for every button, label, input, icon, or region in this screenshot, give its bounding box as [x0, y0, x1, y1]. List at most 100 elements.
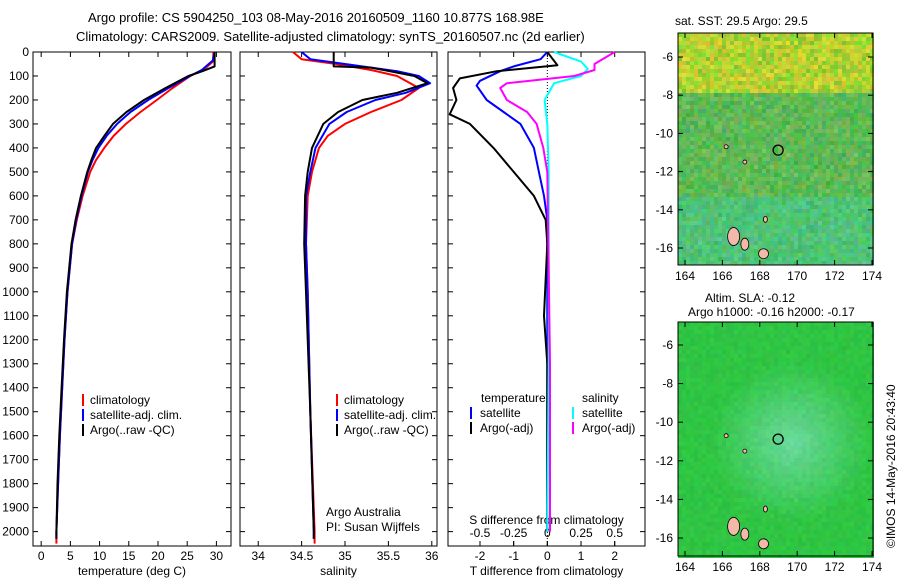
map-cell	[858, 426, 862, 430]
map-cell	[682, 454, 686, 458]
map-cell	[722, 446, 726, 450]
map-cell	[694, 225, 698, 229]
map-cell	[770, 97, 774, 101]
map-cell	[858, 141, 862, 145]
map-cell	[778, 446, 782, 450]
map-cell	[710, 426, 714, 430]
map-cell	[846, 197, 850, 201]
map-cell	[802, 442, 806, 446]
map-cell	[734, 217, 738, 221]
map-cell	[842, 442, 846, 446]
map-cell	[710, 89, 714, 93]
map-cell	[758, 65, 762, 69]
map-cell	[866, 402, 870, 406]
map-cell	[702, 382, 706, 386]
map-cell	[842, 418, 846, 422]
map-cell	[718, 346, 722, 350]
map-cell	[698, 45, 702, 49]
map-cell	[870, 109, 874, 113]
map-cell	[774, 181, 778, 185]
map-cell	[718, 121, 722, 125]
map-cell	[862, 189, 866, 193]
map-cell	[686, 125, 690, 129]
map-cell	[770, 229, 774, 233]
map-cell	[802, 33, 806, 37]
map-cell	[682, 161, 686, 165]
map-cell	[790, 446, 794, 450]
map-cell	[678, 410, 682, 414]
island-shape	[742, 159, 748, 165]
map-cell	[822, 237, 826, 241]
map-cell	[750, 181, 754, 185]
map-cell	[754, 69, 758, 73]
map-cell	[794, 398, 798, 402]
map-cell	[774, 249, 778, 253]
map-cell	[690, 334, 694, 338]
map-cell	[814, 41, 818, 45]
map-cell	[778, 181, 782, 185]
map-cell	[770, 378, 774, 382]
map-cell	[802, 462, 806, 466]
map-cell	[774, 454, 778, 458]
map-cell	[686, 121, 690, 125]
map-cell	[838, 157, 842, 161]
map-cell	[822, 93, 826, 97]
map-cell	[762, 85, 766, 89]
map-cell	[746, 85, 750, 89]
map-cell	[734, 41, 738, 45]
map-cell	[830, 49, 834, 53]
map-cell	[694, 358, 698, 362]
map-cell	[722, 113, 726, 117]
map-cell	[846, 241, 850, 245]
map-cell	[842, 125, 846, 129]
map-cell	[742, 370, 746, 374]
map-cell	[830, 354, 834, 358]
map-cell	[718, 390, 722, 394]
map-cell	[814, 49, 818, 53]
map-cell	[758, 366, 762, 370]
map-cell	[854, 257, 858, 261]
map-cell	[710, 113, 714, 117]
map-cell	[862, 342, 866, 346]
map-cell	[746, 386, 750, 390]
map-cell	[822, 65, 826, 69]
map-cell	[866, 430, 870, 434]
map-cell	[786, 426, 790, 430]
map-cell	[702, 462, 706, 466]
map-cell	[770, 113, 774, 117]
map-cell	[786, 153, 790, 157]
map-cell	[818, 181, 822, 185]
map-cell	[686, 49, 690, 53]
map-cell	[854, 81, 858, 85]
map-cell	[690, 354, 694, 358]
map-cell	[850, 169, 854, 173]
map-cell	[718, 358, 722, 362]
map-cell	[854, 330, 858, 334]
map-cell	[850, 85, 854, 89]
map-cell	[818, 366, 822, 370]
map-cell	[746, 177, 750, 181]
map-cell	[702, 378, 706, 382]
map-cell	[726, 185, 730, 189]
map-cell	[682, 249, 686, 253]
map-cell	[794, 338, 798, 342]
map-cell	[770, 446, 774, 450]
map-cell	[718, 189, 722, 193]
map-cell	[746, 157, 750, 161]
map-cell	[734, 438, 738, 442]
map-cell	[862, 354, 866, 358]
map-cell	[810, 201, 814, 205]
map-cell	[806, 209, 810, 213]
map-cell	[810, 414, 814, 418]
map-cell	[842, 261, 846, 265]
map-cell	[706, 185, 710, 189]
map-cell	[794, 165, 798, 169]
map-cell	[842, 350, 846, 354]
map-cell	[786, 41, 790, 45]
map-cell	[870, 201, 874, 205]
map-cell	[774, 141, 778, 145]
map-cell	[850, 181, 854, 185]
map-cell	[690, 366, 694, 370]
map-cell	[850, 77, 854, 81]
map-cell	[790, 101, 794, 105]
